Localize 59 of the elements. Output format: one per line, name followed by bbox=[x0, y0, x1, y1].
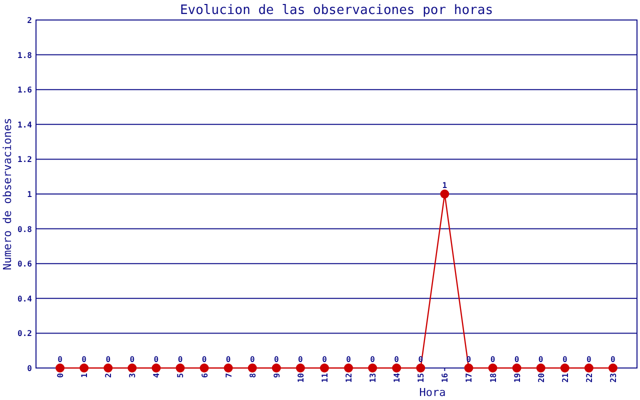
data-label: 0 bbox=[58, 355, 63, 364]
x-tick-label: 1 bbox=[80, 372, 90, 378]
data-label: 0 bbox=[298, 355, 304, 364]
y-tick-label: 1.6 bbox=[18, 86, 32, 95]
data-label: 0 bbox=[130, 355, 135, 364]
data-label: 0 bbox=[178, 355, 183, 364]
x-tick-label: 21 bbox=[560, 372, 570, 383]
data-label: 0 bbox=[514, 355, 520, 364]
data-label: 0 bbox=[562, 355, 568, 364]
x-tick-label: 4 bbox=[152, 372, 162, 378]
x-tick-label: 23 bbox=[608, 372, 618, 383]
chart-title: Evolucion de las observaciones por horas bbox=[180, 3, 494, 18]
x-tick-label: 20 bbox=[536, 372, 546, 383]
y-tick-label: 0.4 bbox=[18, 294, 32, 304]
data-label: 0 bbox=[538, 355, 544, 364]
x-tick-label: 0 bbox=[56, 372, 66, 378]
x-tick-label: 18 bbox=[488, 372, 498, 383]
data-label: 0 bbox=[370, 355, 376, 364]
data-label: 0 bbox=[250, 355, 255, 364]
x-tick-label: 14 bbox=[392, 372, 402, 383]
x-tick-label: 10 bbox=[296, 372, 306, 383]
x-tick-label: 6 bbox=[200, 372, 210, 378]
x-tick-label: 19 bbox=[512, 372, 522, 383]
y-tick-label: 0.2 bbox=[18, 329, 32, 338]
x-tick-label: 15 bbox=[416, 372, 426, 383]
data-label: 0 bbox=[106, 355, 111, 364]
data-label: 0 bbox=[322, 355, 328, 364]
data-label: 1 bbox=[442, 181, 448, 190]
x-tick-label: 5 bbox=[176, 372, 186, 378]
x-tick-label: 8 bbox=[248, 372, 258, 378]
data-label: 0 bbox=[346, 355, 352, 364]
y-tick-label: 0.8 bbox=[18, 224, 32, 234]
data-label: 0 bbox=[226, 355, 231, 364]
x-axis-title: Hora bbox=[419, 386, 446, 399]
x-tick-label: 13 bbox=[368, 372, 378, 383]
x-tick-label: 22 bbox=[584, 372, 594, 383]
data-label: 0 bbox=[394, 355, 400, 364]
x-tick-label: 17 bbox=[464, 372, 474, 383]
x-tick-label: 16 bbox=[440, 372, 450, 383]
x-tick-label: 7 bbox=[224, 372, 234, 378]
data-label: 0 bbox=[274, 355, 279, 364]
data-label: 0 bbox=[610, 355, 616, 364]
y-tick-label: 1.4 bbox=[18, 120, 32, 130]
x-tick-label: 3 bbox=[128, 372, 138, 378]
data-label: 0 bbox=[82, 355, 87, 364]
y-tick-label: 1 bbox=[27, 190, 32, 199]
y-tick-label: 1.2 bbox=[18, 155, 32, 164]
data-label: 0 bbox=[154, 355, 159, 364]
y-tick-label: 2 bbox=[27, 16, 32, 25]
x-tick-label: 9 bbox=[272, 372, 282, 378]
x-tick-label: 2 bbox=[104, 372, 114, 378]
x-tick-label: 11 bbox=[320, 372, 330, 383]
data-label: 0 bbox=[202, 355, 207, 364]
data-label: 0 bbox=[586, 355, 592, 364]
data-label: 0 bbox=[490, 355, 496, 364]
y-tick-label: 0.6 bbox=[18, 260, 32, 269]
y-tick-label: 1.8 bbox=[18, 50, 32, 60]
x-tick-label: 12 bbox=[344, 372, 354, 383]
y-axis-title: Numero de observaciones bbox=[1, 118, 14, 270]
